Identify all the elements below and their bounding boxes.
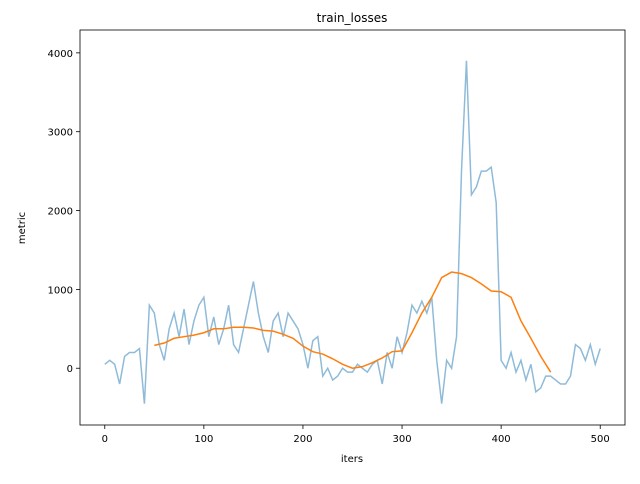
x-axis-label: iters (341, 454, 363, 465)
chart-title: train_losses (317, 11, 388, 25)
y-axis-label: metric (17, 212, 28, 244)
x-tick-label: 200 (293, 434, 312, 445)
plot-frame (79, 29, 626, 426)
x-tick-label: 300 (392, 434, 411, 445)
y-tick-label: 4000 (48, 49, 73, 60)
y-tick-label: 2000 (48, 207, 73, 218)
x-tick-label: 100 (194, 434, 213, 445)
y-tick-label: 1000 (48, 285, 73, 296)
y-tick-label: 3000 (48, 128, 73, 139)
y-tick-label: 0 (67, 364, 73, 375)
x-tick-label: 0 (102, 434, 108, 445)
series-line (154, 271, 552, 373)
x-tick-label: 400 (492, 434, 511, 445)
x-tick-label: 500 (591, 434, 610, 445)
series-line (104, 60, 601, 404)
